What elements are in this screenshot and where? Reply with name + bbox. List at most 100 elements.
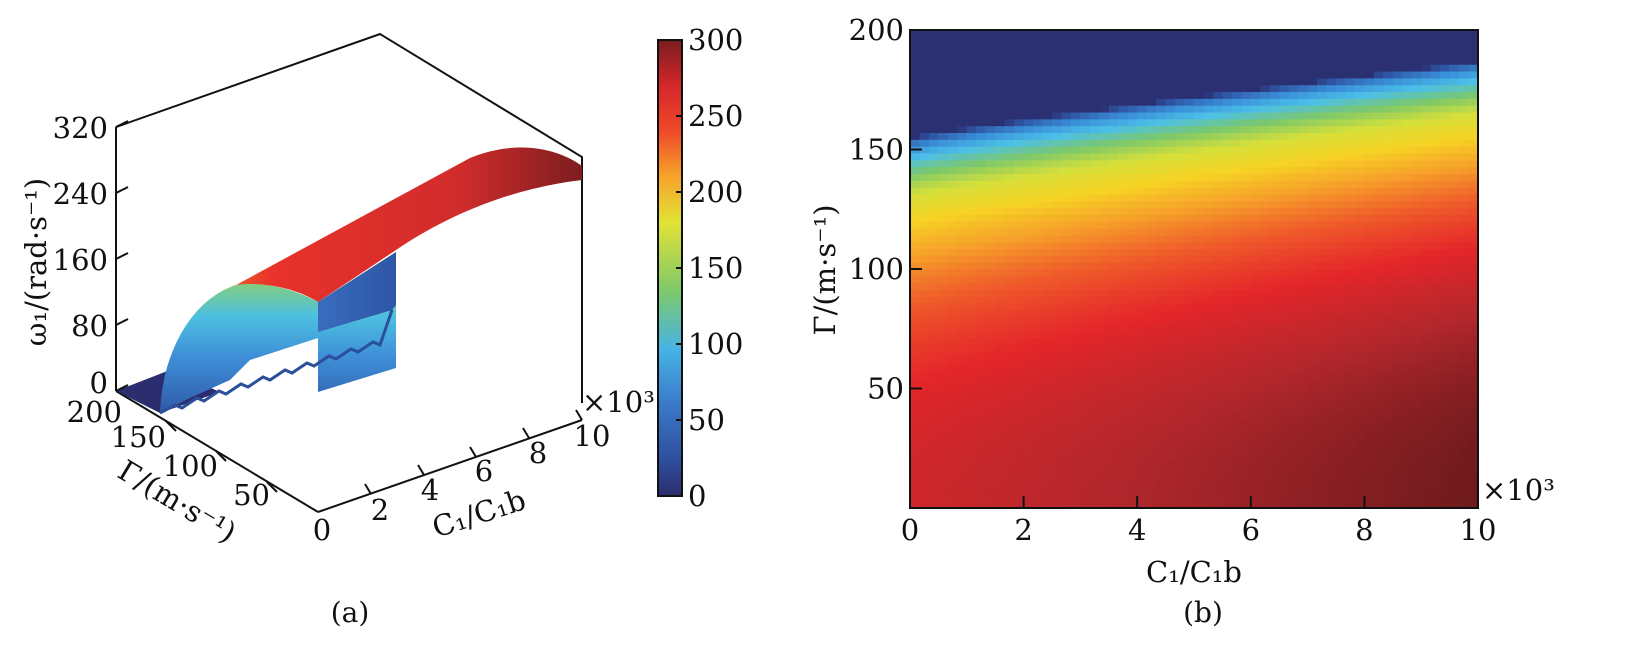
heatmap-cell xyxy=(1231,480,1242,489)
heatmap-cell xyxy=(1080,70,1091,79)
heatmap-cell xyxy=(1421,412,1432,420)
heatmap-cell xyxy=(1288,91,1299,99)
heatmap-cell xyxy=(1468,241,1478,250)
heatmap-cell xyxy=(1175,262,1186,270)
heatmap-cell xyxy=(1052,426,1063,434)
heatmap-cell xyxy=(1212,241,1223,250)
heatmap-cell xyxy=(1080,43,1091,52)
heatmap-cell xyxy=(1004,214,1015,222)
heatmap-cell xyxy=(1127,330,1138,338)
heatmap-cell xyxy=(1033,139,1044,147)
heatmap-cell xyxy=(1468,64,1478,72)
heatmap-cell xyxy=(957,282,968,291)
heatmap-cell xyxy=(1033,36,1044,45)
heatmap-cell xyxy=(1430,262,1441,270)
heatmap-cell xyxy=(1354,207,1365,215)
heatmap-cell xyxy=(1156,398,1167,407)
heatmap-cell xyxy=(1250,146,1261,154)
heatmap-cell xyxy=(1127,193,1138,202)
heatmap-cell xyxy=(1336,350,1347,359)
heatmap-cell xyxy=(1212,296,1223,304)
heatmap-cell xyxy=(1269,187,1280,195)
heatmap-cell xyxy=(1373,132,1384,140)
heatmap-cell xyxy=(1468,146,1478,154)
heatmap-cell xyxy=(1317,398,1328,407)
heatmap-cell xyxy=(1061,241,1072,250)
heatmap-cell xyxy=(1089,241,1100,250)
heatmap-cell xyxy=(957,105,968,113)
heatmap-cell xyxy=(957,303,968,311)
heatmap-cell xyxy=(1118,262,1129,270)
c1-axis-label: C₁/C₁b xyxy=(428,482,530,544)
heatmap-cell xyxy=(1127,214,1138,222)
heatmap-cell xyxy=(1468,269,1478,277)
heatmap-cell xyxy=(1250,371,1261,379)
heatmap-cell xyxy=(1099,446,1110,454)
heatmap-cell xyxy=(1288,30,1299,38)
heatmap-cell xyxy=(985,241,996,250)
heatmap-cell xyxy=(1317,234,1328,243)
heatmap-cell xyxy=(957,221,968,229)
heatmap-cell xyxy=(1383,241,1394,250)
heatmap-cell xyxy=(1354,248,1365,256)
heatmap-cell xyxy=(1373,241,1384,250)
heatmap-cell xyxy=(919,77,930,86)
heatmap-cell xyxy=(919,371,930,379)
heatmap-cell xyxy=(1440,391,1451,400)
heatmap-cell xyxy=(1052,371,1063,379)
heatmap-cell xyxy=(938,432,949,441)
heatmap-cell xyxy=(910,125,921,134)
heatmap-cell xyxy=(1004,289,1015,297)
heatmap-cell xyxy=(1354,139,1365,147)
heatmap-cell xyxy=(938,364,949,373)
heatmap-cell xyxy=(1175,152,1186,161)
heatmap-cell xyxy=(1099,221,1110,229)
heatmap-cell xyxy=(1260,357,1271,366)
heatmap-cell xyxy=(1354,132,1365,140)
heatmap-cell xyxy=(1004,501,1015,508)
heatmap-cell xyxy=(1222,391,1233,400)
heatmap-cell xyxy=(1440,453,1451,461)
heatmap-cell xyxy=(1449,248,1460,256)
heatmap-cell xyxy=(1288,214,1299,222)
heatmap-cell xyxy=(1421,159,1432,168)
heatmap-cell xyxy=(1194,275,1205,284)
heatmap-cell xyxy=(1023,378,1034,386)
heatmap-cell xyxy=(1317,139,1328,147)
heatmap-cell xyxy=(1194,36,1205,45)
heatmap-cell xyxy=(1364,228,1375,236)
heatmap-cell xyxy=(1127,111,1138,120)
heatmap-cell xyxy=(1317,289,1328,297)
heatmap-cell xyxy=(1118,221,1129,229)
heatmap-cell xyxy=(1099,309,1110,318)
heatmap-cell xyxy=(957,405,968,413)
heatmap-cell xyxy=(1127,152,1138,161)
heatmap-cell xyxy=(1203,111,1214,120)
heatmap-cell xyxy=(1317,228,1328,236)
heatmap-cell xyxy=(1184,57,1195,65)
heatmap-cell xyxy=(995,91,1006,99)
heatmap-cell xyxy=(1099,269,1110,277)
heatmap-cell xyxy=(1222,405,1233,413)
heatmap-cell xyxy=(1231,139,1242,147)
heatmap-cell xyxy=(1137,132,1148,140)
heatmap-cell xyxy=(1137,289,1148,297)
heatmap-cell xyxy=(1203,36,1214,45)
heatmap-cell xyxy=(1108,303,1119,311)
heatmap-cell xyxy=(1203,282,1214,291)
heatmap-cell xyxy=(1440,98,1451,106)
heatmap-cell xyxy=(976,64,987,72)
heatmap-cell xyxy=(995,378,1006,386)
heatmap-cell xyxy=(1061,64,1072,72)
heatmap-cell xyxy=(1326,303,1337,311)
heatmap-cell xyxy=(1203,193,1214,202)
heatmap-cell xyxy=(919,473,930,482)
heatmap-cell xyxy=(1241,91,1252,99)
heatmap-cell xyxy=(1392,405,1403,413)
heatmap-cell xyxy=(1014,289,1025,297)
heatmap-cell xyxy=(1014,398,1025,407)
heatmap-cell xyxy=(928,146,939,154)
heatmap-cell xyxy=(1279,439,1290,448)
heatmap-cell xyxy=(976,214,987,222)
heatmap-cell xyxy=(1260,296,1271,304)
